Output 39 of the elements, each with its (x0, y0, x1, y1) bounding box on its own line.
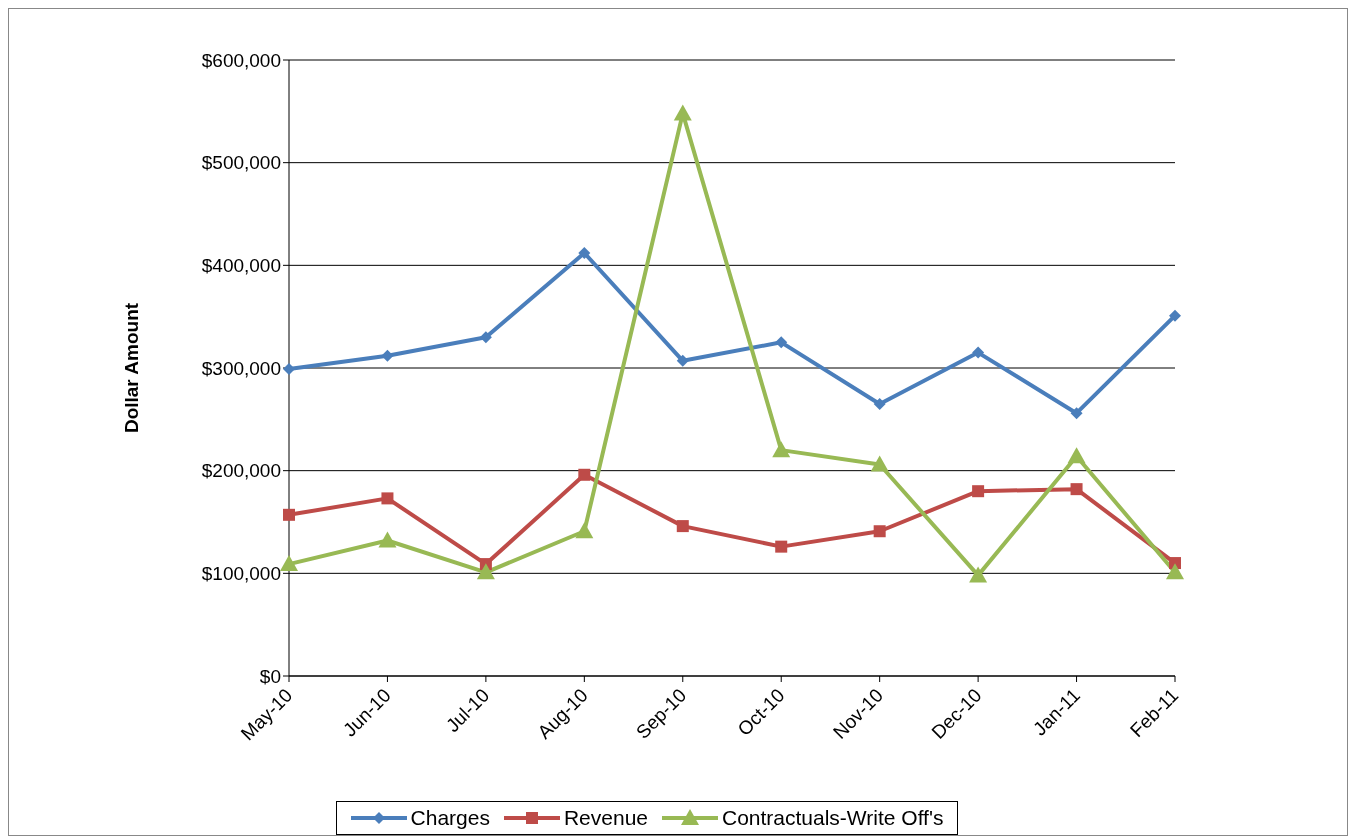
point (1070, 483, 1083, 496)
legend-label: Revenue (563, 806, 648, 830)
point (575, 522, 594, 539)
point (1166, 563, 1184, 580)
point (1067, 447, 1086, 464)
legend-label: Contractuals-Write Off's (721, 806, 944, 830)
y-tick-label: $600,000 (201, 49, 281, 71)
legend-label: Charges (410, 806, 490, 830)
point (381, 349, 394, 362)
y-tick-label: $100,000 (201, 563, 281, 585)
y-tick-label: $200,000 (201, 460, 281, 482)
point (381, 492, 394, 505)
point (870, 455, 889, 472)
point (772, 441, 791, 458)
point (578, 247, 591, 260)
y-tick-label: $0 (259, 665, 281, 687)
point (775, 336, 788, 349)
point (676, 354, 689, 367)
point (378, 531, 397, 548)
point (873, 525, 886, 538)
point (873, 397, 886, 410)
y-tick-label: $300,000 (201, 357, 281, 379)
point (775, 540, 788, 553)
y-tick-label: $400,000 (201, 255, 281, 277)
point (972, 485, 985, 498)
point (476, 563, 495, 580)
y-axis-title: Dollar Amount (120, 302, 142, 434)
point (676, 520, 689, 533)
point (283, 363, 295, 376)
point (578, 468, 591, 481)
point (1169, 309, 1181, 322)
y-tick-label: $500,000 (201, 152, 281, 174)
point (283, 508, 295, 521)
point (1070, 407, 1083, 420)
point (673, 104, 692, 121)
point (969, 566, 988, 583)
point (280, 555, 298, 572)
point (479, 331, 492, 344)
point (972, 346, 985, 359)
